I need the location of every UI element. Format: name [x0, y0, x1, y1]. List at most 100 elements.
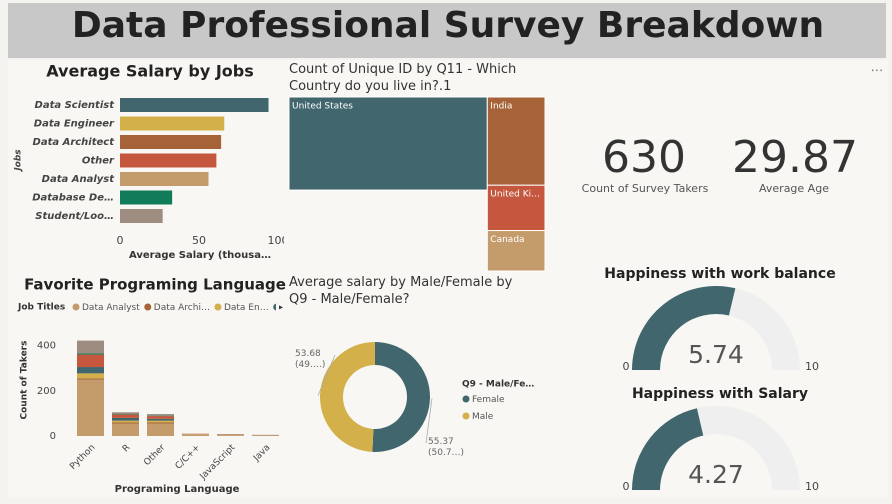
tile-label: United States — [292, 102, 353, 112]
card-value: 630 — [602, 132, 686, 183]
bar-segment — [147, 416, 174, 419]
bar — [120, 98, 269, 112]
legend-swatch — [462, 395, 470, 403]
salary-by-job-chart: Average Salary by Jobs Jobs Average Salary… — [14, 62, 289, 262]
bar — [120, 172, 209, 186]
bar-segment — [147, 423, 174, 436]
gauge-max: 10 — [805, 480, 819, 493]
bar-segment — [147, 418, 174, 421]
tile-label: United Ki… — [490, 190, 540, 200]
country-treemap: United States India United Ki… Canada — [288, 96, 546, 272]
bar — [120, 209, 163, 223]
card-label: Average Age — [759, 182, 829, 195]
gauge-value: 4.27 — [688, 460, 744, 489]
legend-label: Male — [472, 412, 494, 422]
treemap-tile — [486, 96, 546, 186]
gauge-title: Happiness with work balance — [604, 266, 835, 282]
bar-segment — [77, 367, 104, 374]
y-tick-label: 200 — [37, 386, 56, 397]
tick-group: 0 50 100 — [117, 234, 289, 247]
y-tick-label: Data Scientist — [35, 100, 116, 111]
more-options[interactable]: ⋯ — [871, 64, 884, 79]
bar — [120, 190, 173, 205]
y-tick-label: Data Architect — [33, 137, 116, 148]
bar-segment — [112, 423, 139, 436]
data-label: 53.68 (49.…) — [295, 349, 326, 370]
legend-swatch — [462, 412, 470, 420]
legend-swatch — [214, 303, 222, 311]
bar — [120, 153, 217, 168]
treemap-tile — [486, 230, 546, 272]
bar-segment — [112, 420, 139, 423]
bar-segment — [112, 414, 139, 418]
x-axis-label: Programing Language — [115, 484, 240, 495]
bar-segment — [182, 434, 209, 436]
gauge-min: 0 — [623, 480, 630, 493]
x-tick-label: 100 — [268, 234, 289, 247]
gauge-title: Happiness with Salary — [632, 386, 808, 402]
bar-segment — [112, 417, 139, 421]
bar-segment — [147, 420, 174, 423]
treemap-title: Count of Unique ID by Q11 - Which Countr… — [289, 62, 517, 94]
title-bar — [8, 3, 886, 58]
legend-scroll: ▸ — [279, 303, 283, 312]
chart-title: Favorite Programing Language — [24, 276, 286, 294]
bar-segment — [147, 414, 174, 416]
x-tick-label: 50 — [192, 234, 206, 247]
legend-swatch — [72, 303, 80, 311]
legend-label: Data Analyst — [82, 303, 140, 313]
gender-donut: Q9 - Male/Fe… Female Male — [317, 342, 534, 452]
gauge-value-arc — [632, 286, 736, 370]
y-axis-label: Jobs — [14, 149, 24, 173]
bar-segment — [77, 379, 104, 436]
bar-segment — [112, 412, 139, 415]
tile-label: India — [490, 102, 512, 112]
bar-segment — [147, 422, 174, 424]
treemap-tile — [486, 184, 546, 232]
y-tick-label: Other — [82, 156, 115, 167]
donut-slice — [320, 342, 375, 452]
donut-slice — [372, 342, 431, 452]
leader-line — [425, 398, 433, 444]
gauge-value-arc — [632, 408, 704, 490]
card-value: 29.87 — [732, 132, 858, 183]
donut-title: Average salary by Male/Female by Q9 - Ma… — [289, 275, 513, 307]
y-axis-label: Count of Takers — [20, 341, 30, 420]
y-tick-label: 0 — [50, 431, 56, 442]
x-tick-label: 0 — [117, 234, 124, 247]
y-tick-label: 400 — [37, 341, 56, 352]
gauge-max: 10 — [805, 360, 819, 373]
bar — [120, 116, 225, 131]
gauge-value: 5.74 — [688, 340, 744, 369]
gauge-min: 0 — [623, 360, 630, 373]
bar-segment — [77, 353, 104, 355]
bar-segment — [77, 373, 104, 379]
tile-label: Canada — [490, 235, 524, 245]
card-label: Count of Survey Takers — [582, 182, 709, 195]
gauge: Happiness with Salary 4.27 0 10 — [623, 386, 820, 493]
leader-line — [317, 354, 336, 396]
y-tick-label: Student/Loo… — [35, 211, 114, 222]
x-axis-label: Average Salary (thousa… — [129, 250, 271, 261]
treemap-tile — [288, 96, 488, 191]
legend-label: Data En… — [224, 303, 269, 313]
bar-segment — [77, 340, 104, 354]
bar-segment — [77, 354, 104, 368]
dashboard-title: Data Professional Survey Breakdown — [72, 5, 824, 46]
chart-title: Average Salary by Jobs — [46, 62, 254, 81]
legend-title: Q9 - Male/Fe… — [462, 380, 534, 390]
y-tick-label: Data Engineer — [34, 119, 115, 130]
data-label: 55.37 (50.7…) — [428, 437, 465, 458]
y-tick-label: Database De… — [32, 193, 114, 204]
gauge: Happiness with work balance 5.74 0 10 — [604, 266, 835, 373]
legend-swatch — [144, 303, 152, 311]
bar-segment — [217, 435, 244, 436]
legend-label: Data Archi… — [154, 303, 210, 313]
legend-label: Female — [472, 395, 505, 405]
bar-segment — [112, 422, 139, 424]
